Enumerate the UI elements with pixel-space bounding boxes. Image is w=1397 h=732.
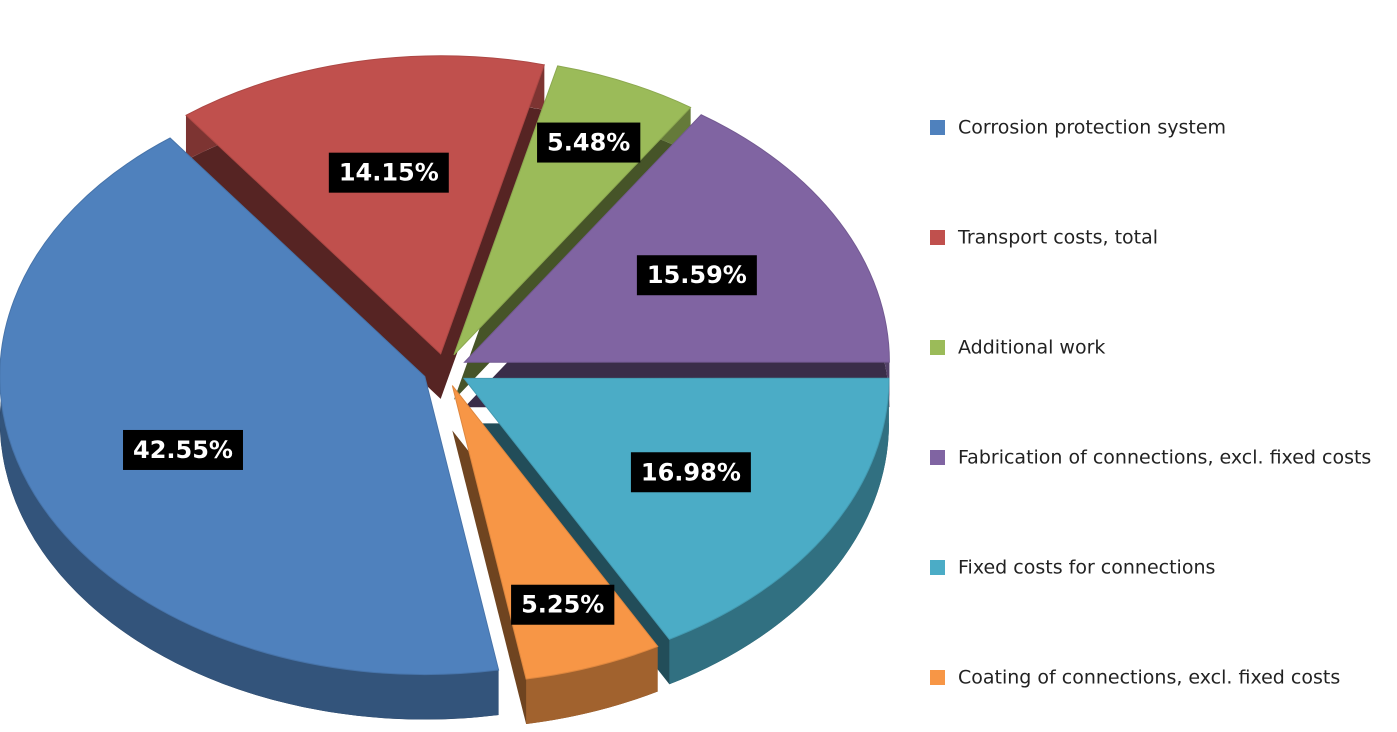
slice-side [669,378,889,685]
legend-text: Fabrication of connections, excl. fixed … [958,447,1371,469]
value-label: 5.25% [511,584,615,625]
slice [462,377,890,640]
value-label-box [123,429,243,470]
legend-swatch [930,230,945,245]
value-label: 5.48% [537,122,641,163]
value-label-text: 15.59% [647,261,747,289]
value-label: 15.59% [636,255,757,296]
value-label-box [537,122,641,163]
legend-swatch [930,560,945,575]
legend-text: Additional work [958,337,1105,359]
legend-swatch [930,340,945,355]
slice [185,55,546,355]
value-label-text: 14.15% [339,159,439,187]
value-label: 42.55% [123,429,243,470]
value-label-box [511,584,615,625]
legend-text: Fixed costs for connections [958,557,1215,579]
legend-swatch [930,120,945,135]
value-label-text: 5.25% [521,591,604,619]
legend-swatch [930,450,945,465]
legend-swatch [930,670,945,685]
value-label-box [328,152,449,193]
slice [0,137,500,676]
legend-text: Transport costs, total [957,227,1158,249]
value-label-text: 16.98% [641,458,741,486]
legend-text: Coating of connections, excl. fixed cost… [958,667,1340,689]
value-label-box [630,452,751,493]
value-label: 16.98% [630,452,751,493]
slice [463,114,890,363]
value-label-text: 42.55% [133,436,233,464]
value-label-text: 5.48% [547,129,630,157]
value-label: 14.15% [328,152,449,193]
slice-side [526,646,658,725]
value-label-box [636,255,757,296]
legend-text: Corrosion protection system [958,117,1226,139]
